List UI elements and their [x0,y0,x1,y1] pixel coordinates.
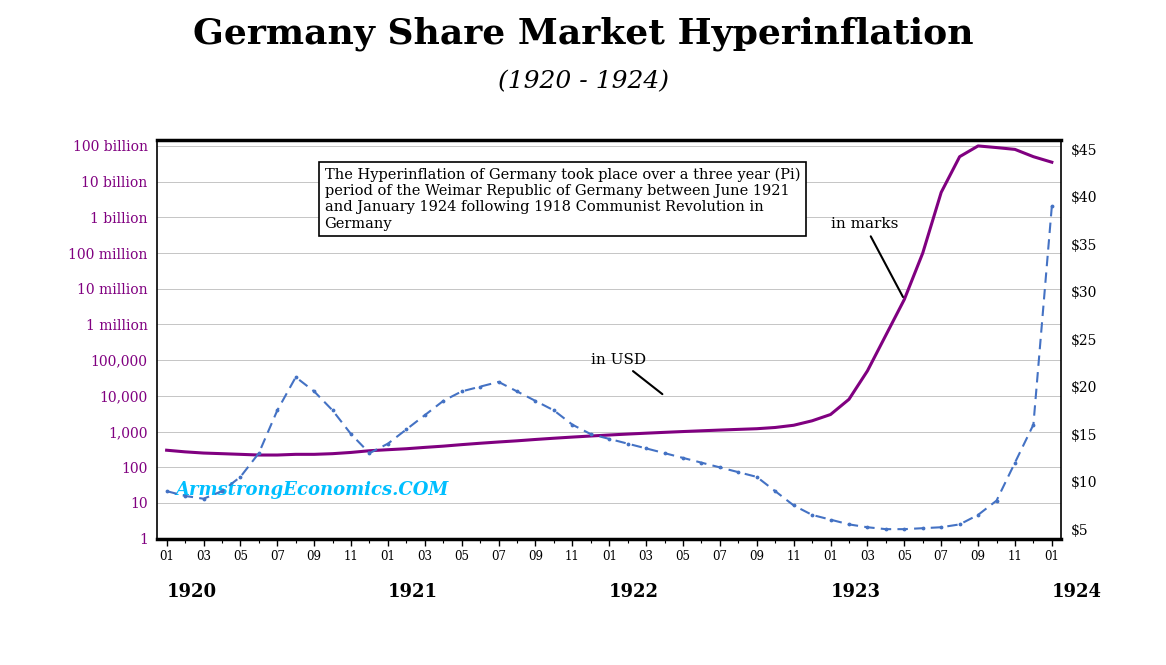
Text: 1922: 1922 [609,583,659,601]
Text: in marks: in marks [830,217,902,297]
Text: 1923: 1923 [830,583,880,601]
Text: in USD: in USD [591,352,662,394]
Text: 1921: 1921 [388,583,438,601]
Text: 1920: 1920 [167,583,217,601]
Text: The Hyperinflation of Germany took place over a three year (Pi)
period of the We: The Hyperinflation of Germany took place… [324,168,800,231]
Text: ArmstrongEconomics.COM: ArmstrongEconomics.COM [175,481,449,499]
Text: Germany Share Market Hyperinflation: Germany Share Market Hyperinflation [192,17,974,51]
Text: (1920 - 1924): (1920 - 1924) [498,70,668,93]
Text: 1924: 1924 [1052,583,1102,601]
